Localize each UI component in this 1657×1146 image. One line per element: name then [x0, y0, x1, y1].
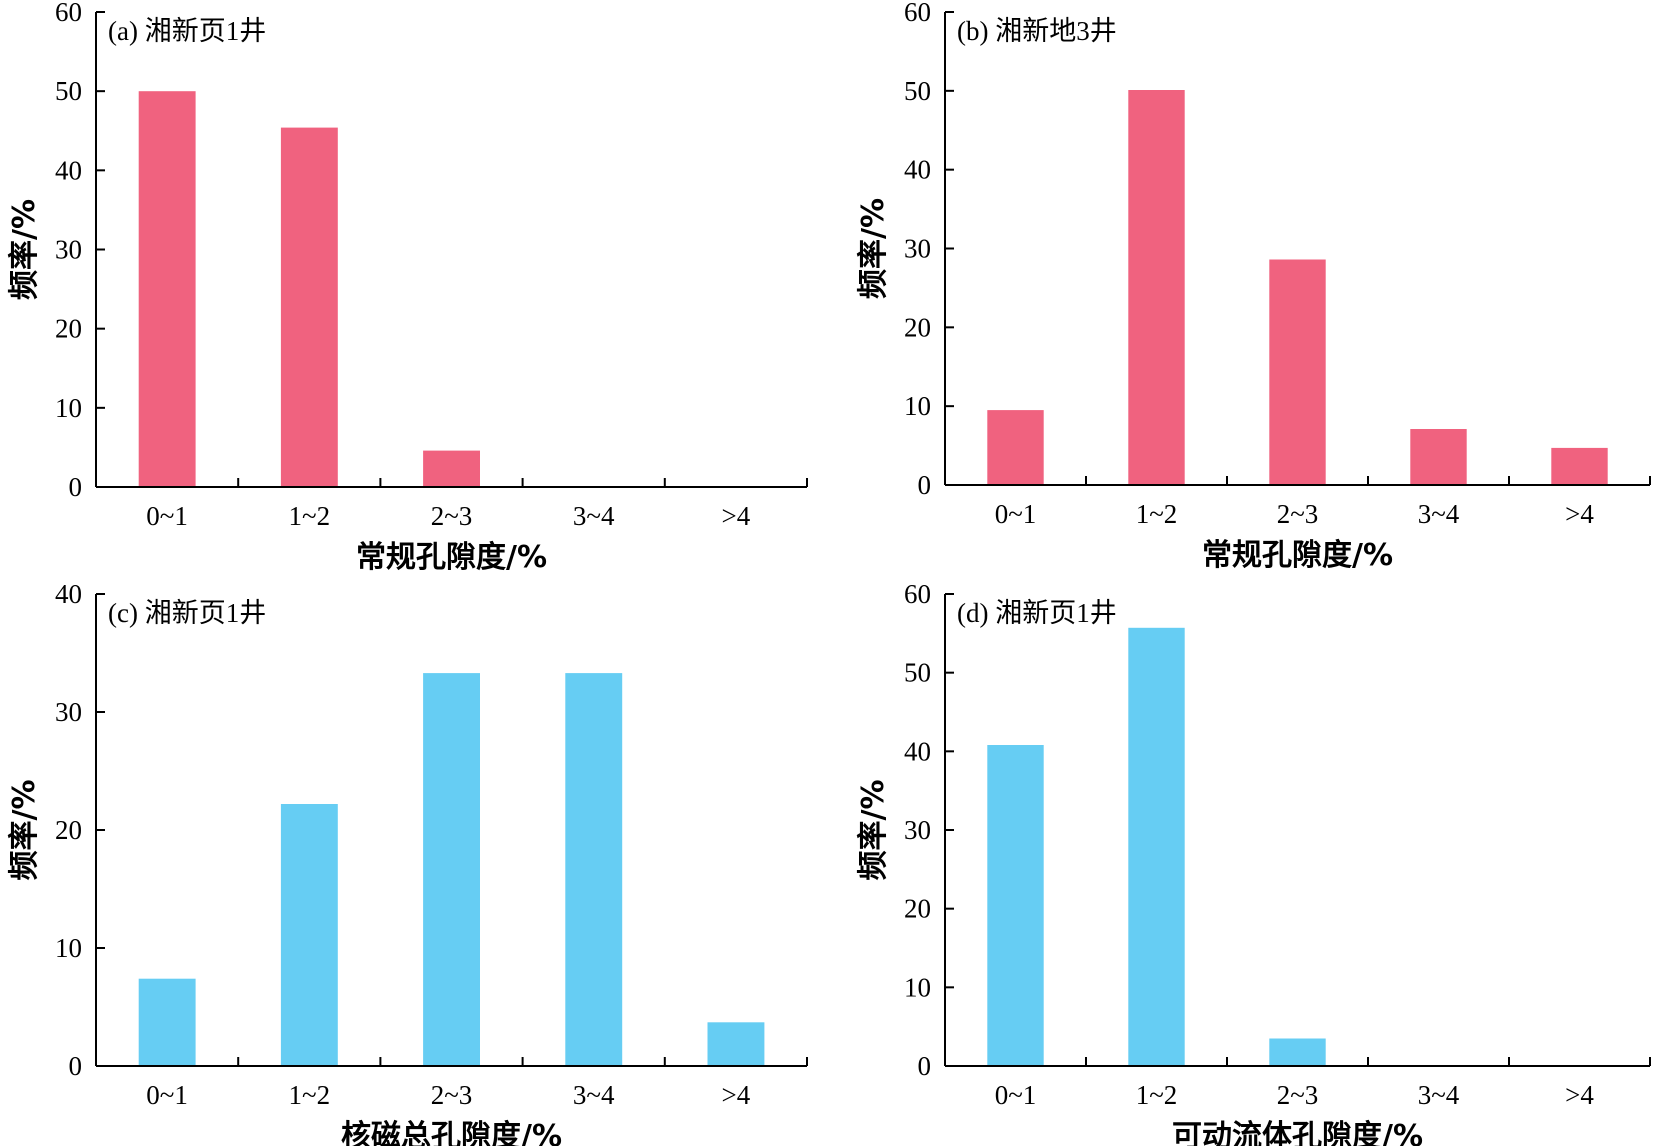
bar-4	[1551, 447, 1608, 485]
x-axis-title: 常规孔隙度/%	[356, 540, 547, 575]
y-tick-label: 40	[55, 579, 82, 609]
y-axis-title: 频率/%	[7, 779, 42, 880]
x-tick-label: 0~1	[995, 1080, 1037, 1110]
y-tick-label: 50	[55, 76, 82, 106]
y-tick-label: 20	[55, 815, 82, 845]
x-tick-label: 0~1	[995, 499, 1037, 529]
y-tick-label: 40	[55, 155, 82, 185]
y-tick-label: 0	[69, 1051, 83, 1081]
y-axis-title: 频率/%	[7, 199, 42, 300]
x-tick-label: 1~2	[288, 1080, 330, 1110]
y-tick-label: 30	[55, 697, 82, 727]
x-tick-label: 0~1	[146, 1080, 188, 1110]
panel-title: (b) 湘新地3井	[957, 16, 1117, 46]
y-tick-label: 20	[904, 312, 931, 342]
bar-1	[280, 127, 338, 487]
y-tick-label: 30	[55, 235, 82, 265]
panel-title: (d) 湘新页1井	[957, 598, 1117, 628]
chart-panel-c: 0 10 20 30 40 0~1 1~2 2~3 3~4 >4 (c) 湘新页1井核磁总孔隙度/%…	[7, 579, 808, 1146]
x-tick-label: 3~4	[1418, 1080, 1460, 1110]
y-tick-label: 20	[55, 314, 82, 344]
x-tick-label: 1~2	[1136, 499, 1178, 529]
bar-1	[1128, 627, 1185, 1066]
x-tick-label: 1~2	[1136, 1080, 1178, 1110]
x-tick-label: >4	[1565, 1080, 1594, 1110]
y-tick-label: 0	[69, 472, 83, 502]
y-tick-label: 0	[918, 1051, 932, 1081]
bar-2	[423, 450, 480, 487]
y-tick-label: 30	[904, 815, 931, 845]
y-axis-title: 频率/%	[856, 198, 891, 299]
panel-title: (c) 湘新页1井	[108, 598, 266, 628]
x-tick-label: 2~3	[431, 1080, 473, 1110]
x-tick-label: 3~4	[573, 501, 615, 531]
bar-3	[565, 673, 623, 1066]
bar-0	[138, 91, 196, 487]
bar-0	[138, 978, 196, 1066]
y-tick-label: 50	[904, 76, 931, 106]
y-tick-label: 20	[904, 894, 931, 924]
x-tick-label: 2~3	[431, 501, 473, 531]
chart-panel-d: 0 10 20 30 40 50 60 0~1 1~2 2~3 3~4 >4 (d) 湘新页1井可动流体…	[856, 579, 1651, 1146]
x-tick-label: 2~3	[1277, 499, 1319, 529]
x-tick-label: 3~4	[1418, 499, 1460, 529]
x-axis-title: 核磁总孔隙度/%	[341, 1119, 562, 1146]
chart-panel-b: 0 10 20 30 40 50 60 0~1 1~2 2~3 3~4 >4 (b) 湘新地3井常规孔隙…	[856, 0, 1651, 573]
y-axis-title: 频率/%	[856, 779, 891, 880]
bar-3	[1410, 429, 1467, 485]
y-tick-label: 10	[55, 393, 82, 423]
bar-1	[280, 804, 338, 1066]
bar-0	[987, 745, 1044, 1066]
bar-1	[1128, 90, 1185, 485]
bar-2	[423, 673, 480, 1066]
y-tick-label: 30	[904, 234, 931, 264]
x-tick-label: 1~2	[288, 501, 330, 531]
x-tick-label: >4	[722, 501, 751, 531]
y-tick-label: 0	[918, 470, 932, 500]
y-tick-label: 40	[904, 155, 931, 185]
y-tick-label: 10	[904, 391, 931, 421]
x-tick-label: >4	[722, 1080, 751, 1110]
y-tick-label: 10	[55, 933, 82, 963]
y-tick-label: 60	[904, 579, 931, 609]
x-tick-label: 0~1	[146, 501, 188, 531]
chart-panel-a: 0 10 20 30 40 50 60 0~1 1~2 2~3 3~4 >4 (a) 湘新页1井常规孔隙…	[7, 0, 808, 575]
bar-4	[707, 1022, 765, 1066]
bar-2	[1269, 1038, 1326, 1066]
panel-title: (a) 湘新页1井	[108, 16, 266, 46]
x-tick-label: 2~3	[1277, 1080, 1319, 1110]
x-tick-label: >4	[1565, 499, 1594, 529]
x-axis-title: 可动流体孔隙度/%	[1172, 1119, 1423, 1146]
y-tick-label: 60	[904, 0, 931, 27]
bar-0	[987, 410, 1044, 485]
y-tick-label: 60	[55, 0, 82, 27]
y-tick-label: 10	[904, 972, 931, 1002]
x-axis-title: 常规孔隙度/%	[1202, 538, 1393, 573]
x-tick-label: 3~4	[573, 1080, 615, 1110]
y-tick-label: 50	[904, 658, 931, 688]
y-tick-label: 40	[904, 736, 931, 766]
bar-2	[1269, 259, 1326, 485]
